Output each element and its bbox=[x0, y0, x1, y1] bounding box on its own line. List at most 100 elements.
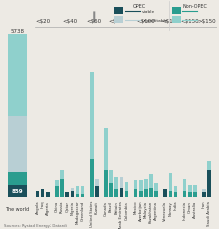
Text: Russia: Russia bbox=[60, 200, 64, 212]
Text: The world: The world bbox=[5, 206, 30, 211]
Bar bbox=[46, 192, 49, 197]
Bar bbox=[202, 192, 206, 197]
Bar bbox=[90, 159, 94, 197]
Bar bbox=[104, 170, 108, 197]
Bar bbox=[36, 191, 39, 197]
Bar bbox=[41, 189, 44, 197]
Text: United Arab Emirates: United Arab Emirates bbox=[119, 200, 123, 229]
Bar bbox=[114, 17, 124, 24]
Text: Azerbaijan: Azerbaijan bbox=[139, 200, 143, 221]
Text: Canada: Canada bbox=[104, 200, 108, 215]
Bar bbox=[207, 161, 211, 170]
Bar bbox=[76, 186, 79, 194]
Bar bbox=[172, 17, 181, 24]
Text: Mexico: Mexico bbox=[134, 200, 138, 213]
Text: Kazakhstan: Kazakhstan bbox=[149, 200, 153, 222]
Bar bbox=[109, 183, 113, 197]
Text: <$20: <$20 bbox=[35, 19, 50, 24]
Text: 859: 859 bbox=[12, 188, 23, 194]
Bar bbox=[120, 177, 123, 188]
Text: viable: viable bbox=[142, 10, 155, 14]
Bar bbox=[202, 189, 206, 192]
Bar bbox=[114, 8, 124, 15]
Bar bbox=[163, 189, 167, 197]
Text: Madagascar: Madagascar bbox=[75, 200, 79, 224]
Text: Saudi Arabia: Saudi Arabia bbox=[207, 200, 211, 225]
Text: Angola: Angola bbox=[36, 200, 40, 213]
Bar bbox=[60, 179, 64, 197]
Bar bbox=[188, 192, 192, 197]
Text: <$40: <$40 bbox=[62, 19, 77, 24]
FancyArrow shape bbox=[93, 12, 95, 24]
Text: China: China bbox=[55, 200, 59, 211]
Bar bbox=[169, 191, 172, 197]
Bar bbox=[207, 170, 211, 197]
Bar bbox=[60, 170, 64, 179]
Bar bbox=[8, 173, 27, 185]
Text: Iraq: Iraq bbox=[41, 200, 45, 207]
Text: Australia: Australia bbox=[193, 200, 197, 217]
Bar bbox=[120, 188, 123, 197]
Bar bbox=[55, 186, 59, 197]
Text: Nigeria: Nigeria bbox=[70, 200, 74, 214]
Bar bbox=[71, 191, 74, 197]
Bar bbox=[95, 179, 99, 186]
Bar bbox=[174, 192, 177, 197]
Text: Indonesia: Indonesia bbox=[183, 200, 187, 219]
Bar bbox=[104, 128, 108, 170]
Bar bbox=[81, 186, 84, 194]
Text: Sources: Rystad Energy; Datardi: Sources: Rystad Energy; Datardi bbox=[4, 223, 67, 227]
Bar bbox=[149, 188, 153, 197]
Text: >$150: >$150 bbox=[197, 19, 216, 24]
Bar bbox=[172, 8, 181, 15]
Bar bbox=[55, 180, 59, 186]
Bar bbox=[76, 194, 79, 197]
Bar bbox=[193, 192, 197, 197]
Text: <$100: <$100 bbox=[136, 19, 155, 24]
Bar bbox=[115, 177, 118, 189]
Text: Greenland: Greenland bbox=[81, 200, 85, 220]
Bar bbox=[125, 182, 128, 191]
Text: Britain: Britain bbox=[114, 200, 118, 213]
Bar bbox=[115, 189, 118, 197]
Text: unprofitable: unprofitable bbox=[142, 19, 168, 22]
Text: Iran: Iran bbox=[202, 200, 206, 207]
Bar bbox=[149, 174, 153, 188]
Bar bbox=[65, 192, 69, 197]
Bar bbox=[8, 185, 27, 197]
Text: Kuwait: Kuwait bbox=[95, 200, 99, 213]
Text: OPEC: OPEC bbox=[133, 4, 146, 9]
Bar bbox=[8, 116, 27, 173]
Text: 5738: 5738 bbox=[11, 29, 25, 34]
Text: Norway: Norway bbox=[168, 200, 172, 215]
Bar bbox=[193, 185, 197, 192]
Bar bbox=[90, 73, 94, 159]
Bar bbox=[188, 185, 192, 192]
Bar bbox=[134, 189, 137, 197]
Bar bbox=[134, 180, 137, 189]
Text: Colombia: Colombia bbox=[124, 200, 128, 219]
Bar bbox=[139, 180, 143, 191]
Bar bbox=[154, 191, 158, 197]
Bar bbox=[125, 191, 128, 197]
Text: Malaysia: Malaysia bbox=[144, 200, 148, 217]
Bar bbox=[169, 173, 172, 191]
Bar bbox=[183, 179, 186, 191]
Bar bbox=[183, 191, 186, 197]
Bar bbox=[71, 188, 74, 191]
Bar bbox=[144, 189, 148, 197]
Text: <$60: <$60 bbox=[87, 19, 102, 24]
Text: <$150: <$150 bbox=[180, 19, 199, 24]
Text: Brazil: Brazil bbox=[109, 200, 113, 211]
Text: <$125: <$125 bbox=[161, 19, 180, 24]
Text: Algeria: Algeria bbox=[46, 200, 50, 214]
Text: Non-OPEC: Non-OPEC bbox=[183, 4, 208, 9]
Text: Venezuela: Venezuela bbox=[163, 200, 167, 220]
Text: India: India bbox=[173, 200, 177, 210]
Bar bbox=[81, 194, 84, 197]
Text: Oman: Oman bbox=[188, 200, 192, 212]
Bar bbox=[154, 183, 158, 191]
Bar bbox=[139, 191, 143, 197]
Bar bbox=[8, 35, 27, 116]
Bar bbox=[109, 170, 113, 183]
